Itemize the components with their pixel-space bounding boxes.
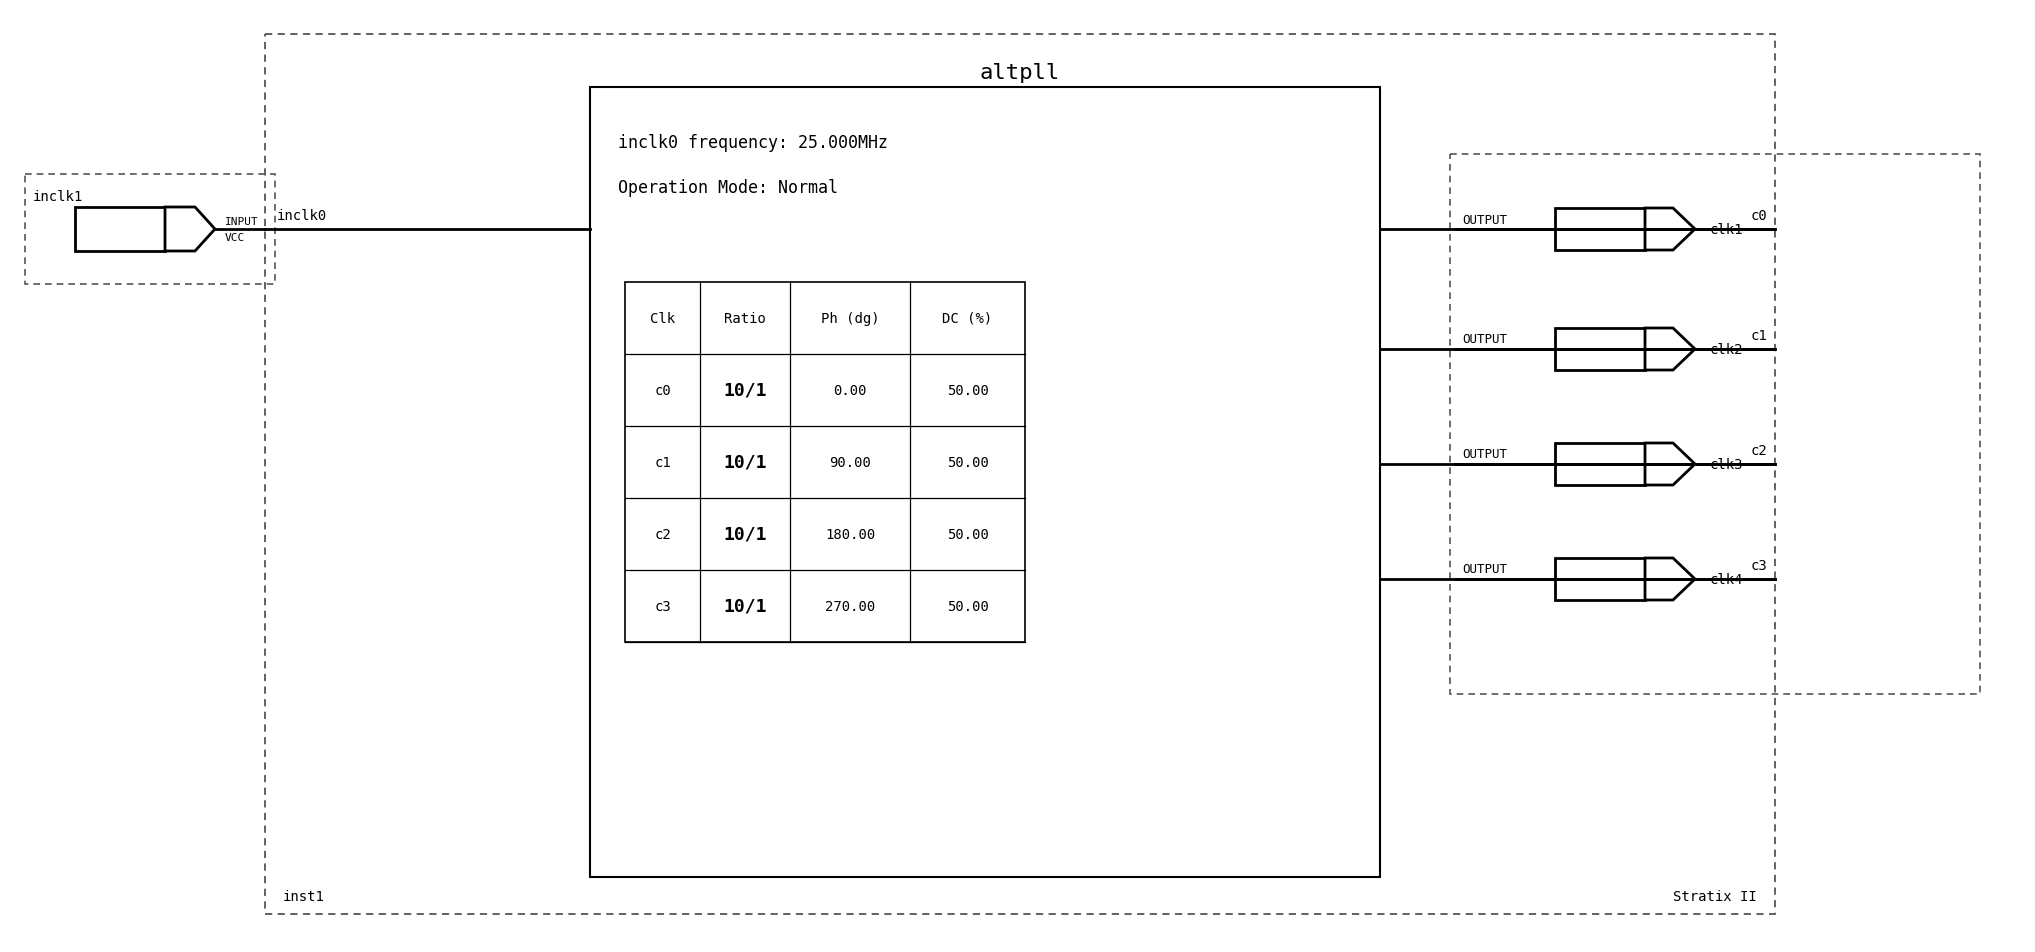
Polygon shape bbox=[1644, 559, 1695, 601]
Text: inclk0: inclk0 bbox=[277, 208, 328, 223]
Text: Operation Mode: Normal: Operation Mode: Normal bbox=[619, 179, 838, 197]
Text: 270.00: 270.00 bbox=[824, 600, 875, 613]
Text: 50.00: 50.00 bbox=[946, 527, 989, 542]
Text: VCC: VCC bbox=[226, 232, 246, 243]
Text: Ratio: Ratio bbox=[724, 311, 765, 326]
Polygon shape bbox=[625, 283, 1026, 643]
Polygon shape bbox=[1644, 444, 1695, 486]
Text: clk4: clk4 bbox=[1709, 572, 1744, 586]
Text: inst1: inst1 bbox=[283, 889, 326, 903]
Text: inclk0 frequency: 25.000MHz: inclk0 frequency: 25.000MHz bbox=[619, 134, 887, 151]
Text: 180.00: 180.00 bbox=[824, 527, 875, 542]
Polygon shape bbox=[75, 208, 165, 251]
Text: c3: c3 bbox=[1750, 559, 1766, 572]
Text: 50.00: 50.00 bbox=[946, 455, 989, 469]
Text: 0.00: 0.00 bbox=[832, 384, 867, 398]
Text: c2: c2 bbox=[1750, 444, 1766, 458]
Text: 50.00: 50.00 bbox=[946, 384, 989, 398]
Text: 90.00: 90.00 bbox=[828, 455, 871, 469]
Polygon shape bbox=[1555, 208, 1644, 250]
Text: 50.00: 50.00 bbox=[946, 600, 989, 613]
Text: clk1: clk1 bbox=[1709, 223, 1744, 237]
Text: c1: c1 bbox=[653, 455, 672, 469]
Polygon shape bbox=[590, 88, 1380, 877]
Text: c3: c3 bbox=[653, 600, 672, 613]
Text: 10/1: 10/1 bbox=[722, 597, 767, 615]
Text: altpll: altpll bbox=[981, 63, 1060, 83]
Text: 10/1: 10/1 bbox=[722, 382, 767, 400]
Text: c2: c2 bbox=[653, 527, 672, 542]
Text: OUTPUT: OUTPUT bbox=[1461, 448, 1508, 461]
Text: OUTPUT: OUTPUT bbox=[1461, 213, 1508, 227]
Polygon shape bbox=[1644, 208, 1695, 250]
Text: OUTPUT: OUTPUT bbox=[1461, 563, 1508, 576]
Text: c0: c0 bbox=[653, 384, 672, 398]
Polygon shape bbox=[1555, 559, 1644, 601]
Text: c0: c0 bbox=[1750, 208, 1766, 223]
Polygon shape bbox=[165, 208, 216, 251]
Text: Clk: Clk bbox=[649, 311, 676, 326]
Polygon shape bbox=[1644, 328, 1695, 370]
Polygon shape bbox=[1555, 444, 1644, 486]
Text: 10/1: 10/1 bbox=[722, 453, 767, 471]
Text: Stratix II: Stratix II bbox=[1673, 889, 1756, 903]
Polygon shape bbox=[1555, 328, 1644, 370]
Text: inclk1: inclk1 bbox=[33, 189, 83, 204]
Text: Ph (dg): Ph (dg) bbox=[820, 311, 879, 326]
Text: DC (%): DC (%) bbox=[942, 311, 993, 326]
Text: c1: c1 bbox=[1750, 328, 1766, 343]
Text: 10/1: 10/1 bbox=[722, 526, 767, 544]
Text: clk2: clk2 bbox=[1709, 343, 1744, 357]
Text: INPUT: INPUT bbox=[226, 217, 258, 227]
Text: OUTPUT: OUTPUT bbox=[1461, 333, 1508, 347]
Text: clk3: clk3 bbox=[1709, 458, 1744, 471]
